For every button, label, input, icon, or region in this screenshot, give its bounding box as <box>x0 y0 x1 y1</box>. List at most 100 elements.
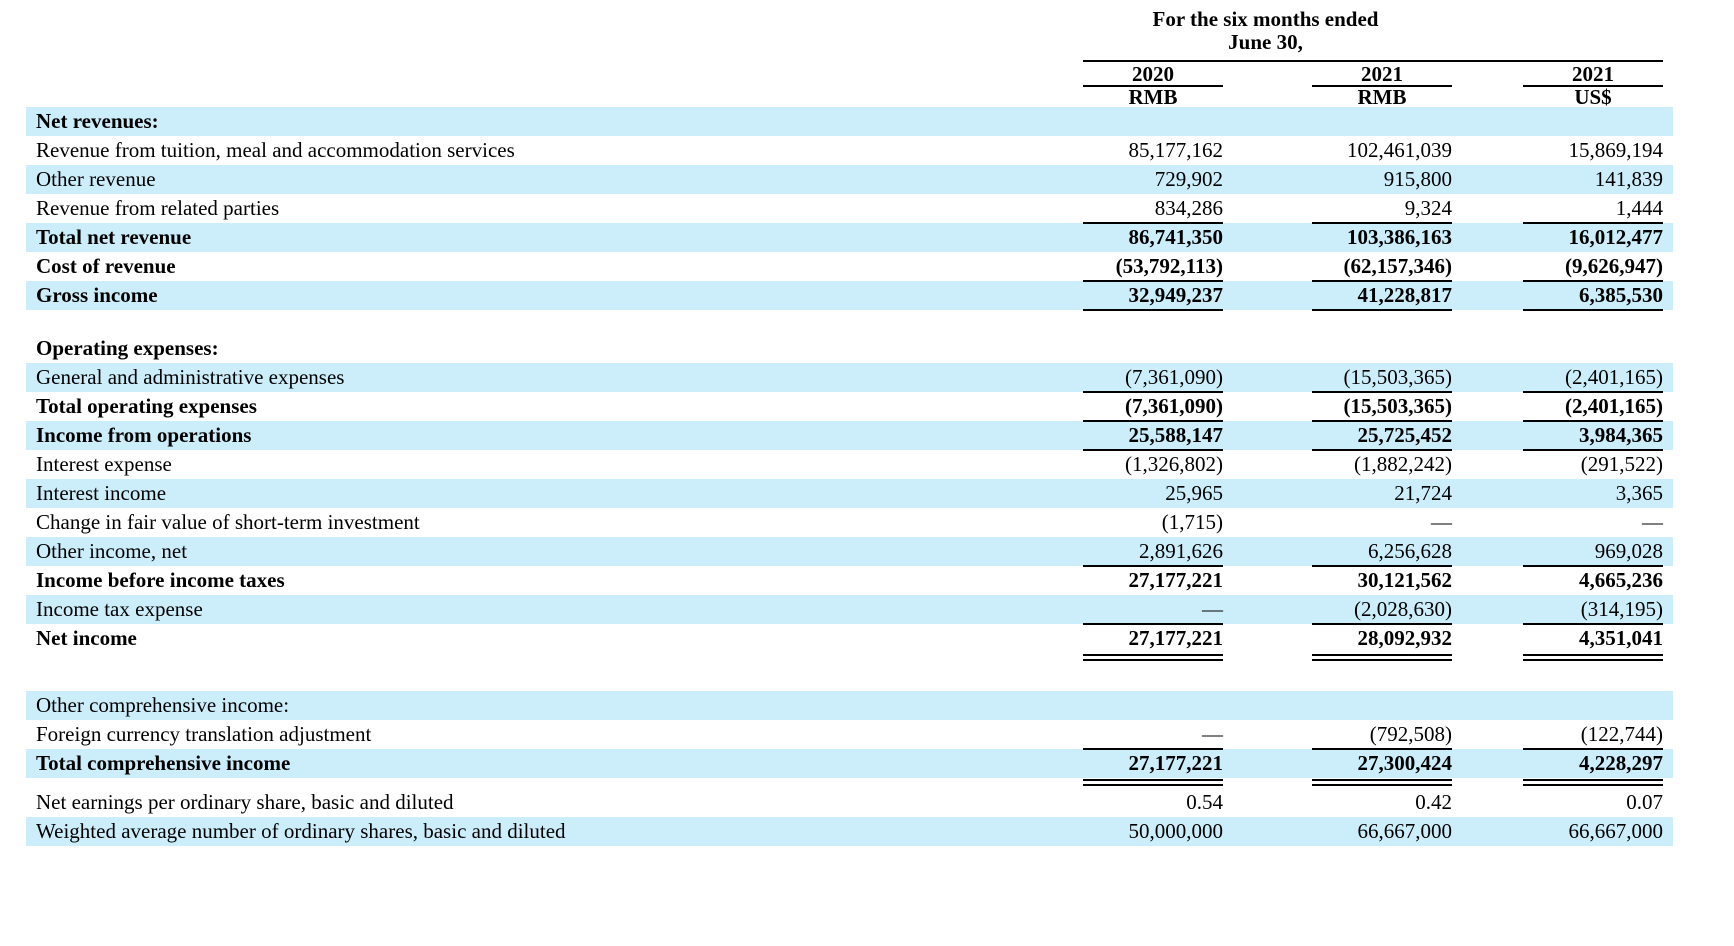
row-label: Change in fair value of short-term inves… <box>36 510 420 534</box>
value-2020-rmb: 25,588,147 <box>1083 421 1223 451</box>
value-2021-usd: 4,228,297 <box>1523 749 1663 786</box>
row-label: Interest expense <box>36 452 172 476</box>
table-row: Interest expense (1,326,802) (1,882,242) (2… <box>26 450 1673 479</box>
value-2021-rmb: 6,256,628 <box>1312 537 1452 567</box>
table-row: Total operating expenses (7,361,090) (15,5… <box>26 392 1673 422</box>
column-header-year-2021-rmb: 2021 <box>1312 62 1452 87</box>
row-label: Other comprehensive income: <box>36 693 290 717</box>
table-row: Interest income 25,965 21,724 3,365 <box>26 479 1673 508</box>
table-row: Weighted average number of ordinary shar… <box>26 817 1673 846</box>
value-2021-rmb: 915,800 <box>1383 167 1452 191</box>
value-2021-rmb: (15,503,365) <box>1312 392 1452 422</box>
value-2021-usd: 0.07 <box>1626 790 1663 814</box>
value-2021-rmb: (15,503,365) <box>1312 363 1452 393</box>
row-label: General and administrative expenses <box>36 365 345 389</box>
value-2021-rmb: 30,121,562 <box>1357 568 1453 592</box>
value-2021-rmb: 27,300,424 <box>1312 749 1452 786</box>
row-label: Weighted average number of ordinary shar… <box>36 819 566 843</box>
table-row: General and administrative expenses (7,36… <box>26 363 1673 393</box>
value-2021-usd: (314,195) <box>1523 595 1663 625</box>
table-row: Other revenue 729,902 915,800 141,839 <box>26 165 1673 194</box>
table-row: Total net revenue 86,741,350 103,386,163 16… <box>26 223 1673 252</box>
value-2021-rmb: 66,667,000 <box>1357 819 1453 843</box>
value-2021-usd <box>1523 691 1663 720</box>
value-2021-rmb: 9,324 <box>1312 194 1452 224</box>
value-2021-rmb <box>1312 107 1452 136</box>
value-2020-rmb <box>1083 107 1223 136</box>
period-line1: For the six months ended <box>1152 7 1379 31</box>
table-body: Net revenues: Revenue from tuition, meal … <box>26 107 1673 846</box>
row-label: Net income <box>36 626 137 650</box>
value-2021-rmb: (792,508) <box>1312 720 1452 750</box>
value-2020-rmb: 27,177,221 <box>1128 568 1224 592</box>
column-header-year-2021-usd: 2021 <box>1523 62 1663 87</box>
row-label: Income from operations <box>36 423 252 447</box>
table-row: Other comprehensive income: <box>26 691 1673 720</box>
table-header: For the six months ended June 30, 2020 2… <box>26 0 1673 109</box>
value-2021-usd: (2,401,165) <box>1523 392 1663 422</box>
value-2021-usd: 16,012,477 <box>1568 225 1664 249</box>
value-2020-rmb: (7,361,090) <box>1083 363 1223 393</box>
table-row: Net earnings per ordinary share, basic a… <box>26 788 1673 817</box>
value-2021-usd: 6,385,530 <box>1523 281 1663 311</box>
table-row: Net income 27,177,221 28,092,932 4,351,041 <box>26 624 1673 661</box>
value-2020-rmb: 25,965 <box>1165 481 1223 505</box>
value-2021-rmb: (1,882,242) <box>1354 452 1452 476</box>
value-2020-rmb: (53,792,113) <box>1083 252 1223 282</box>
value-2020-rmb <box>1083 691 1223 720</box>
row-label: Gross income <box>36 283 158 307</box>
row-label: Cost of revenue <box>36 254 176 278</box>
value-2020-rmb: 27,177,221 <box>1083 749 1223 786</box>
value-2020-rmb <box>1083 334 1223 363</box>
row-label: Operating expenses: <box>36 336 219 360</box>
table-row: Other income, net 2,891,626 6,256,628 969,0… <box>26 537 1673 567</box>
table-row: Foreign currency translation adjustment —… <box>26 720 1673 750</box>
value-2021-usd: (9,626,947) <box>1523 252 1663 282</box>
row-label: Total comprehensive income <box>36 751 291 775</box>
value-2021-usd: (2,401,165) <box>1523 363 1663 393</box>
value-2020-rmb: (7,361,090) <box>1083 392 1223 422</box>
value-2021-usd: 1,444 <box>1523 194 1663 224</box>
table-row: Gross income 32,949,237 41,228,817 6,385,53… <box>26 281 1673 311</box>
value-2020-rmb: (1,326,802) <box>1125 452 1223 476</box>
value-2021-rmb: 25,725,452 <box>1312 421 1452 451</box>
table-row: Revenue from tuition, meal and accommoda… <box>26 136 1673 165</box>
table-row: Total comprehensive income 27,177,221 27,3… <box>26 749 1673 786</box>
value-2020-rmb: 729,902 <box>1154 167 1223 191</box>
value-2020-rmb: 27,177,221 <box>1083 624 1223 661</box>
value-2020-rmb: 0.54 <box>1186 790 1223 814</box>
table-row: Income tax expense — (2,028,630) (314,195) <box>26 595 1673 625</box>
column-header-currency-usd: US$ <box>1574 85 1612 109</box>
value-2021-rmb <box>1312 334 1452 363</box>
value-2021-rmb: (2,028,630) <box>1312 595 1452 625</box>
row-label: Total net revenue <box>36 225 192 249</box>
row-label: Net revenues: <box>36 109 159 133</box>
value-2021-usd: 15,869,194 <box>1568 138 1664 162</box>
period-heading: For the six months ended June 30, <box>1083 8 1448 54</box>
value-2020-rmb: 2,891,626 <box>1083 537 1223 567</box>
row-label: Revenue from related parties <box>36 196 280 220</box>
row-label: Foreign currency translation adjustment <box>36 722 372 746</box>
value-2020-rmb: 86,741,350 <box>1128 225 1224 249</box>
value-2020-rmb: — <box>1083 595 1223 625</box>
table-row: Revenue from related parties 834,286 9,324… <box>26 194 1673 224</box>
value-2021-rmb: 0.42 <box>1415 790 1452 814</box>
value-2020-rmb: 50,000,000 <box>1128 819 1224 843</box>
value-2020-rmb: 32,949,237 <box>1083 281 1223 311</box>
value-2020-rmb: (1,715) <box>1161 510 1223 534</box>
table-row: Operating expenses: <box>26 334 1673 363</box>
value-2021-usd: 4,351,041 <box>1523 624 1663 661</box>
value-2021-rmb <box>1312 691 1452 720</box>
value-2021-usd <box>1523 107 1663 136</box>
table-row: Income from operations 25,588,147 25,725,4… <box>26 421 1673 451</box>
spacer-row <box>26 310 1673 334</box>
value-2021-rmb: — <box>1431 510 1452 534</box>
value-2021-usd: 66,667,000 <box>1568 819 1664 843</box>
value-2020-rmb: 85,177,162 <box>1128 138 1224 162</box>
value-2021-rmb: 21,724 <box>1394 481 1452 505</box>
value-2021-rmb: 103,386,163 <box>1347 225 1452 249</box>
value-2021-usd: 141,839 <box>1594 167 1663 191</box>
period-line2: June 30, <box>1228 30 1303 54</box>
row-label: Income tax expense <box>36 597 203 621</box>
column-header-currency-rmb-2: RMB <box>1357 85 1407 109</box>
